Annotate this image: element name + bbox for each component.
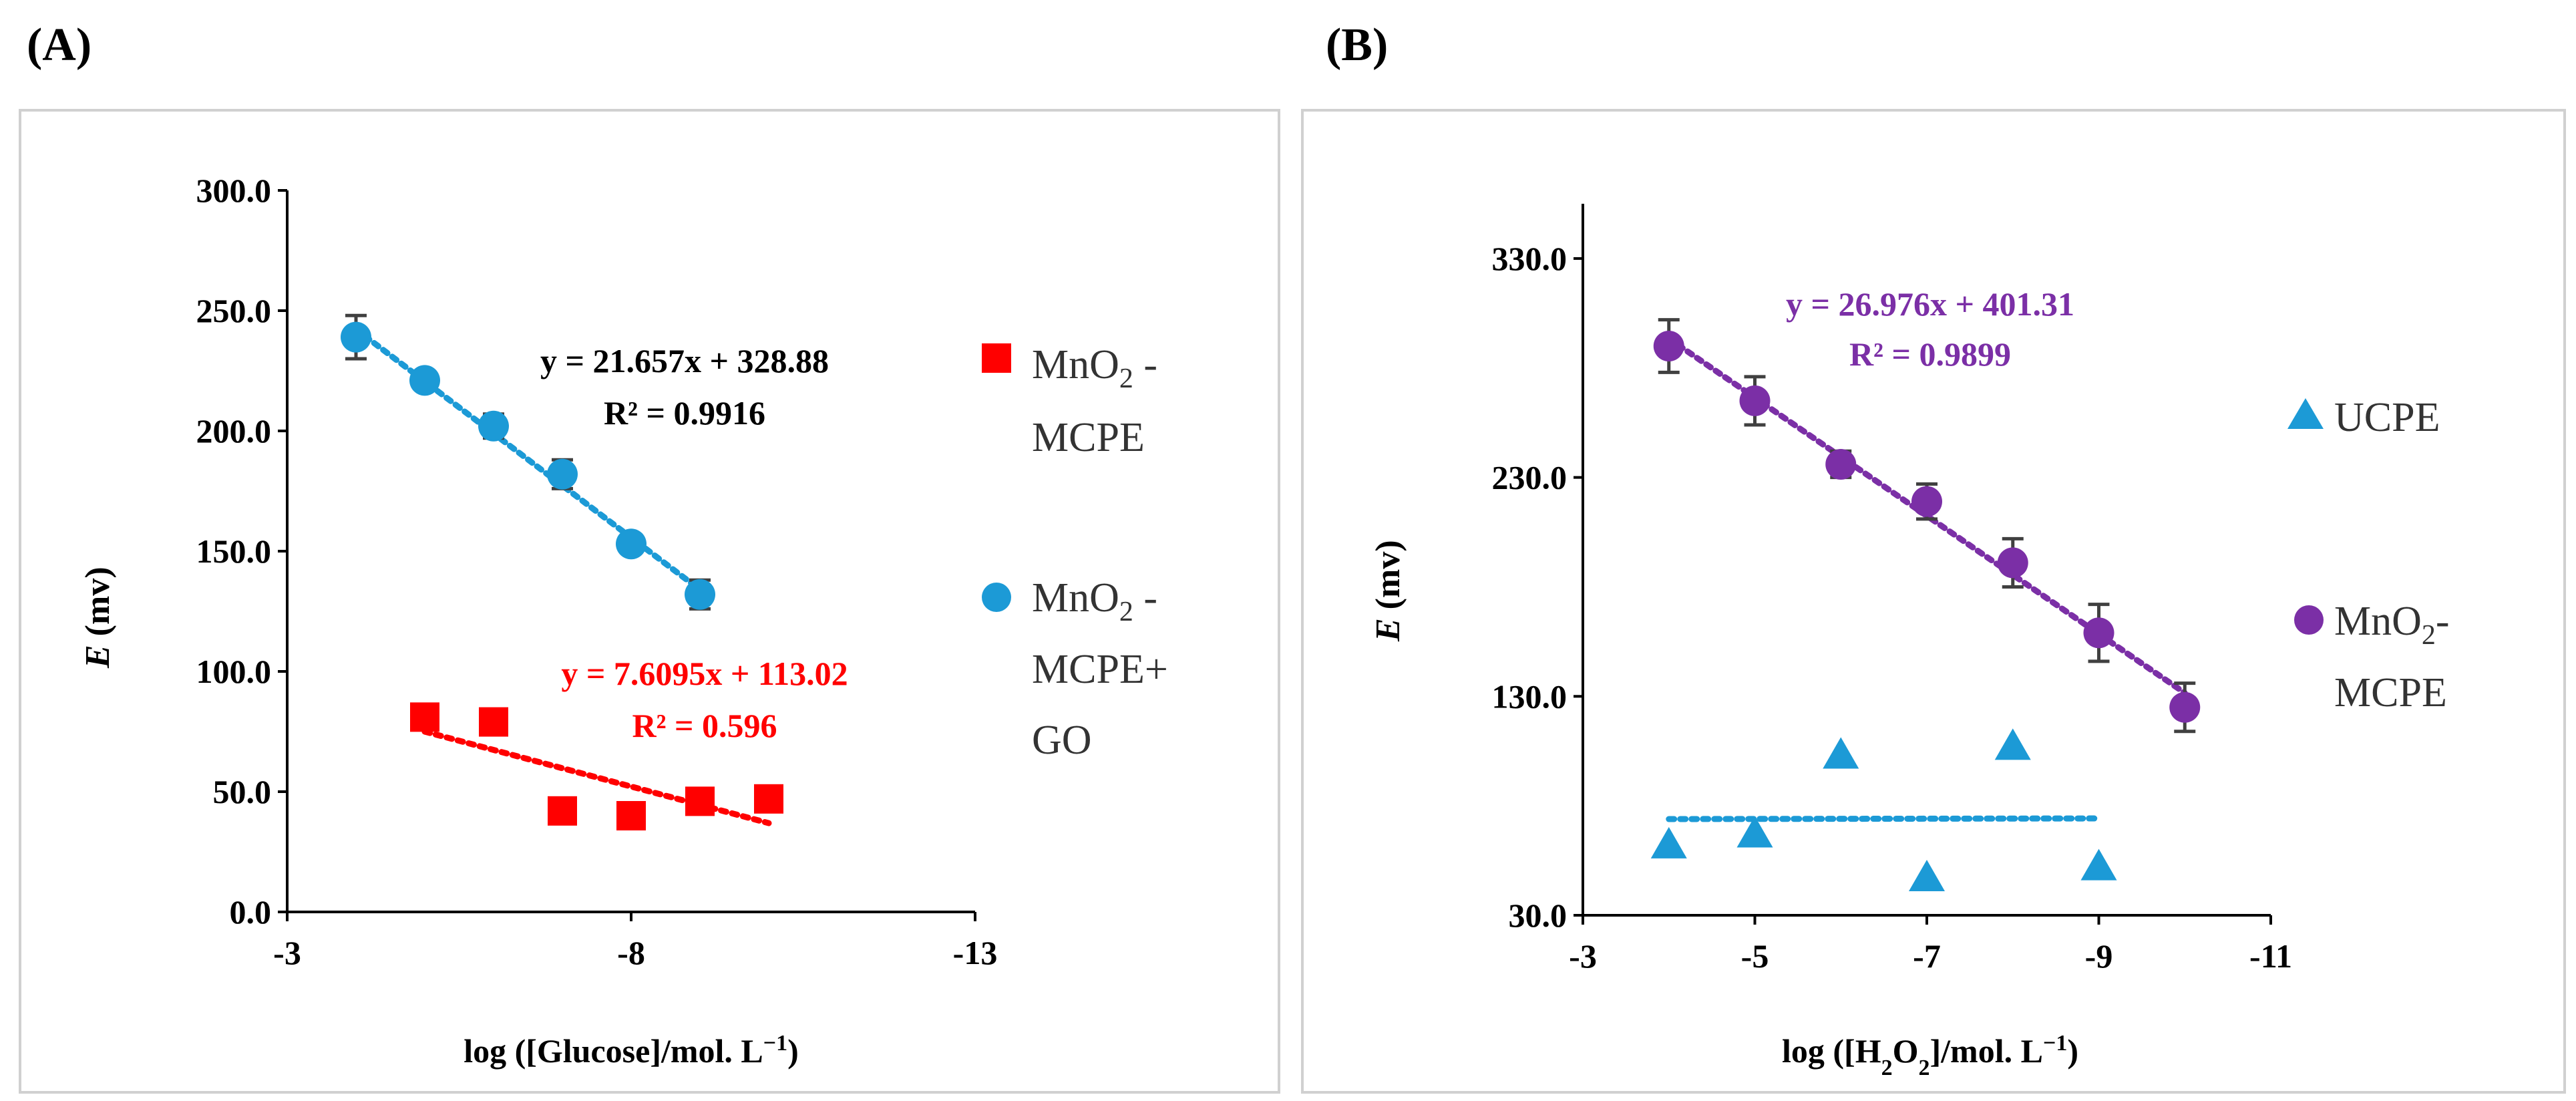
- legend-a-label-square: MnO2 -: [1032, 342, 1157, 394]
- chart-a-r2-circle: R² = 0.9916: [604, 394, 765, 432]
- chart-a-series-circle-point: [547, 458, 578, 490]
- chart-a-series-square-point: [548, 796, 577, 826]
- chart-b-xtick-label: -7: [1913, 937, 1941, 975]
- chart-a-series-circle-point: [478, 410, 509, 442]
- legend-b-label-circle-main: MnO: [2334, 599, 2422, 644]
- chart-a-series-circle-point: [616, 528, 647, 560]
- chart-b-r2-circle: R² = 0.9899: [1849, 335, 2011, 373]
- chart-a-xtick-label: -8: [617, 934, 645, 971]
- chart-b-series-triangle-point: [1823, 737, 1859, 769]
- chart-a-series-square-point: [754, 784, 783, 814]
- chart-b-series-triangle-point: [1736, 816, 1773, 848]
- legend-b-label-triangle: UCPE: [2334, 395, 2440, 440]
- legend-a-label-circle: MnO2 -: [1032, 575, 1157, 627]
- legend-a-label-square-dash: -: [1133, 342, 1157, 387]
- chart-b-plot: 30.0 130.0 230.0 330.0 -3 -5 -7 -9 -11: [1492, 204, 2292, 975]
- chart-a-ytick-label: 250.0: [196, 292, 272, 329]
- chart-b-series-triangle-point: [1909, 860, 1945, 892]
- chart-b-series-circle-point: [1653, 331, 1684, 361]
- chart-a-series-square-point: [616, 801, 646, 830]
- chart-b-series-triangle-point: [1650, 826, 1687, 858]
- chart-b-series-circle-point: [1739, 385, 1771, 416]
- chart-a-equation-circle: y = 21.657x + 328.88: [540, 342, 829, 379]
- chart-b-xtick-label: -3: [1569, 937, 1597, 975]
- legend-b-marker-triangle: [2287, 398, 2324, 429]
- legend-a-label-circle-main: MnO: [1032, 575, 1119, 621]
- chart-b-ytick-label: 130.0: [1492, 677, 1568, 715]
- legend-a-marker-square: [982, 343, 1011, 373]
- chart-a-equation-square: y = 7.6095x + 113.02: [561, 655, 848, 692]
- legend-b-label-circle-line2: MCPE: [2334, 670, 2447, 716]
- chart-b-ylabel: E (mv): [1369, 540, 1407, 642]
- chart-a-series-circle-point: [341, 321, 371, 353]
- chart-b-equation-circle: y = 26.976x + 401.31: [1786, 285, 2074, 323]
- chart-a-series-square-point: [479, 707, 508, 737]
- chart-b-ytick-label: 330.0: [1492, 240, 1568, 277]
- legend-a-label-circle-sub: 2: [1119, 597, 1133, 627]
- chart-a-xtick-label: -13: [953, 934, 998, 971]
- chart-b-series-triangle-point: [2080, 848, 2117, 881]
- chart-b-series-circle-point: [1911, 486, 1942, 517]
- legend-b-label-circle: MnO2-: [2334, 599, 2450, 651]
- chart-b-series-triangle-point: [1994, 728, 2031, 760]
- legend-a-label-circle-dash: -: [1133, 575, 1157, 621]
- chart-b-ytick-label: 30.0: [1509, 897, 1568, 934]
- panel-a-letter: (A): [27, 19, 92, 71]
- chart-a-series-square-point: [410, 702, 439, 732]
- legend-b-marker-circle: [2294, 605, 2324, 635]
- chart-a-ylabel: E (mv): [79, 567, 117, 669]
- panel-b-letter: (B): [1326, 19, 1389, 71]
- legend-a-label-circle-line3: GO: [1032, 718, 1092, 763]
- chart-b-xtick-label: -11: [2249, 937, 2292, 975]
- chart-a-series-circle-point: [409, 365, 440, 396]
- legend-a-marker-circle: [982, 583, 1011, 612]
- legend-b-label-circle-sub: 2: [2422, 620, 2436, 651]
- legend-a-label-circle-line2: MCPE+: [1032, 647, 1168, 692]
- chart-b-series-circle-point: [2169, 691, 2201, 723]
- chart-b-series-circle-point: [1997, 547, 2028, 579]
- chart-a-xtick-label: -3: [273, 934, 301, 971]
- chart-a-r2-square: R² = 0.596: [632, 707, 777, 744]
- panel-a-frame: [19, 109, 1280, 1094]
- legend-b-label-circle-dash: -: [2436, 599, 2450, 644]
- chart-a-ytick-label: 100.0: [196, 653, 272, 690]
- chart-a-ytick-label: 0.0: [230, 893, 272, 931]
- chart-b-series-circle-point: [2083, 617, 2114, 649]
- chart-a-series-circle-point: [685, 579, 715, 610]
- legend-a-label-square-sub: 2: [1119, 363, 1133, 394]
- panel-b-frame: [1301, 109, 2566, 1094]
- chart-b-series-circle-point: [1825, 448, 1857, 480]
- chart-b-xtick-label: -5: [1741, 937, 1769, 975]
- chart-b-ytick-label: 230.0: [1492, 459, 1568, 496]
- chart-a-ytick-label: 50.0: [213, 773, 272, 810]
- legend-a-label-square-main: MnO: [1032, 342, 1119, 387]
- chart-a-ytick-label: 300.0: [196, 172, 272, 209]
- chart-a-ytick-label: 150.0: [196, 532, 272, 570]
- chart-a-xlabel: log ([Glucose]/mol. L−1): [464, 1031, 799, 1070]
- legend-a-label-square-line2: MCPE: [1032, 415, 1145, 460]
- chart-b-series-triangle-trendline: [1666, 815, 2102, 822]
- chart-a-series-square-point: [685, 786, 715, 816]
- chart-a-ytick-label: 200.0: [196, 412, 272, 450]
- chart-b-xtick-label: -9: [2085, 937, 2113, 975]
- chart-a-plot: 0.0 50.0 100.0 150.0 200.0 250.0 300.0 -3 -8 -13: [196, 172, 998, 971]
